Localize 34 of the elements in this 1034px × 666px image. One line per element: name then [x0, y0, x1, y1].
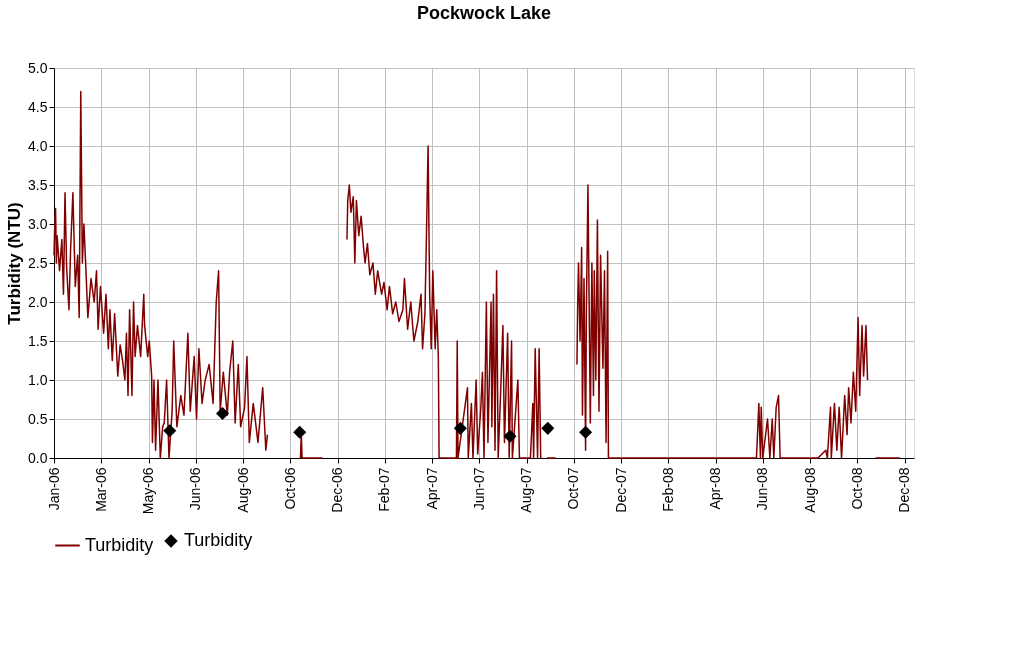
legend-label: Turbidity [184, 530, 253, 550]
y-tick-label: 0.0 [28, 449, 48, 466]
x-tick-label: Oct-08 [848, 467, 865, 510]
chart-title: Pockwock Lake [416, 3, 552, 23]
x-tick-label: Jun-07 [470, 467, 487, 511]
y-tick-label: 1.0 [28, 371, 48, 388]
x-tick-label: Apr-08 [707, 467, 724, 510]
x-tick-label: Aug-07 [518, 467, 535, 513]
y-tick-label: 3.0 [28, 215, 48, 232]
y-tick-label: 2.5 [28, 254, 48, 271]
y-tick-label: 1.5 [28, 332, 48, 349]
x-tick-label: Dec-08 [896, 467, 913, 513]
y-axis-title: Turbidity (NTU) [5, 202, 25, 325]
legend-label: Turbidity [85, 534, 154, 555]
y-tick-label: 4.0 [28, 137, 48, 154]
x-tick-label: Jan-06 [45, 467, 62, 511]
x-tick-label: Jun-06 [187, 467, 204, 511]
y-tick-label: 2.0 [28, 293, 48, 310]
x-tick-label: May-06 [140, 467, 157, 515]
x-tick-label: Apr-07 [423, 467, 440, 510]
x-tick-label: Feb-07 [376, 467, 393, 512]
y-tick-label: 0.5 [28, 410, 48, 427]
x-tick-label: Feb-08 [659, 467, 676, 512]
x-tick-label: Aug-06 [234, 467, 251, 513]
x-tick-label: Aug-08 [801, 467, 818, 513]
x-tick-label: Mar-06 [92, 467, 109, 512]
x-tick-label: Jun-08 [754, 467, 771, 511]
x-tick-label: Oct-06 [281, 467, 298, 510]
x-tick-label: Oct-07 [565, 467, 582, 510]
x-tick-label: Dec-07 [612, 467, 629, 513]
x-tick-label: Dec-06 [329, 467, 346, 513]
y-tick-label: 4.5 [28, 98, 48, 115]
y-tick-label: 3.5 [28, 176, 48, 193]
y-tick-label: 5.0 [28, 59, 48, 76]
